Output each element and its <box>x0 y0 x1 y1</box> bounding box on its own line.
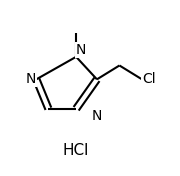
Text: HCl: HCl <box>63 143 89 158</box>
Text: N: N <box>75 43 86 57</box>
Text: N: N <box>26 72 36 86</box>
Text: N: N <box>92 109 102 123</box>
Text: Cl: Cl <box>142 72 156 86</box>
